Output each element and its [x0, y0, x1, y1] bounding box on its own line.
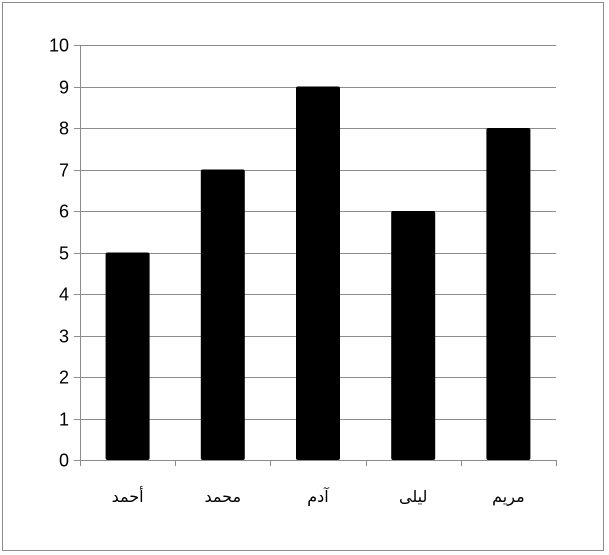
axes	[74, 45, 557, 466]
y-tick-label-5: 5	[59, 244, 69, 264]
bar-1	[200, 169, 245, 460]
y-tick-label-3: 3	[59, 327, 69, 347]
x-category-label-2: آدم	[307, 487, 330, 506]
y-tick-label-7: 7	[59, 161, 69, 181]
bar-4	[486, 128, 531, 460]
bar-3	[391, 211, 436, 460]
bar-0	[105, 252, 150, 460]
x-category-label-1: محمد	[205, 487, 242, 506]
y-tick-label-0: 0	[59, 451, 69, 471]
bars	[105, 86, 531, 460]
y-tick-label-2: 2	[59, 368, 69, 388]
y-tick-label-4: 4	[59, 285, 69, 305]
x-category-label-3: ليلى	[399, 487, 427, 506]
bar-2	[296, 86, 340, 460]
x-category-label-4: مريم	[492, 487, 525, 507]
y-tick-label-9: 9	[59, 78, 69, 98]
x-category-label-0: أحمد	[112, 486, 144, 506]
y-tick-label-10: 10	[49, 36, 69, 56]
y-tick-label-6: 6	[59, 202, 69, 222]
y-tick-label-1: 1	[59, 410, 69, 430]
tick-labels: 0 1 2 3 4 5 6 7 8 9 10 أحمد محمد آدم ليلى مريم	[49, 36, 525, 508]
y-tick-label-8: 8	[59, 119, 69, 139]
